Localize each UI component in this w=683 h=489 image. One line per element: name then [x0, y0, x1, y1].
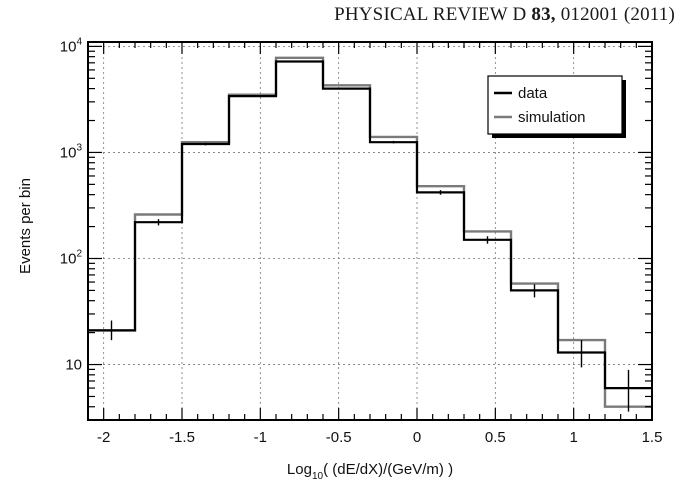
y-tick-label: 103 — [60, 142, 83, 161]
x-tick-label: -1 — [254, 429, 267, 446]
legend-box — [487, 75, 623, 135]
x-axis-title-sub: 10 — [312, 471, 324, 482]
article-number: 012001 (2011) — [560, 4, 675, 25]
axis-ticks: -2 -1.5 -1 -0.5 0 0.5 1 1.5 10 102 103 104 — [60, 36, 663, 446]
legend-label-simulation: simulation — [518, 109, 586, 126]
journal-volume: 83, — [531, 4, 556, 25]
x-axis-title-rest: ( (dE/dX)/(GeV/m) ) — [323, 461, 453, 478]
x-tick-label: 0.5 — [485, 429, 506, 446]
journal-name: PHYSICAL REVIEW D — [334, 4, 527, 25]
y-axis-title: Events per bin — [17, 178, 34, 274]
x-tick-label: 1.5 — [642, 429, 663, 446]
x-tick-label: -2 — [97, 429, 110, 446]
legend: data simulation — [487, 75, 626, 138]
journal-header: PHYSICAL REVIEW D 83, 012001 (2011) — [334, 4, 675, 26]
series-line-data — [88, 60, 652, 390]
legend-label-data: data — [518, 85, 548, 102]
y-tick-label: 10 — [65, 357, 82, 374]
x-tick-label: -0.5 — [326, 429, 352, 446]
x-tick-label: 0 — [413, 429, 421, 446]
series-layer — [88, 56, 652, 412]
x-axis-title-log: Log — [287, 461, 312, 478]
x-tick-label: -1.5 — [169, 429, 195, 446]
y-tick-label: 104 — [60, 36, 83, 55]
x-tick-label: 1 — [569, 429, 577, 446]
x-axis-title: Log10( (dE/dX)/(GeV/m) ) — [287, 461, 453, 482]
y-tick-label: 102 — [60, 248, 83, 267]
